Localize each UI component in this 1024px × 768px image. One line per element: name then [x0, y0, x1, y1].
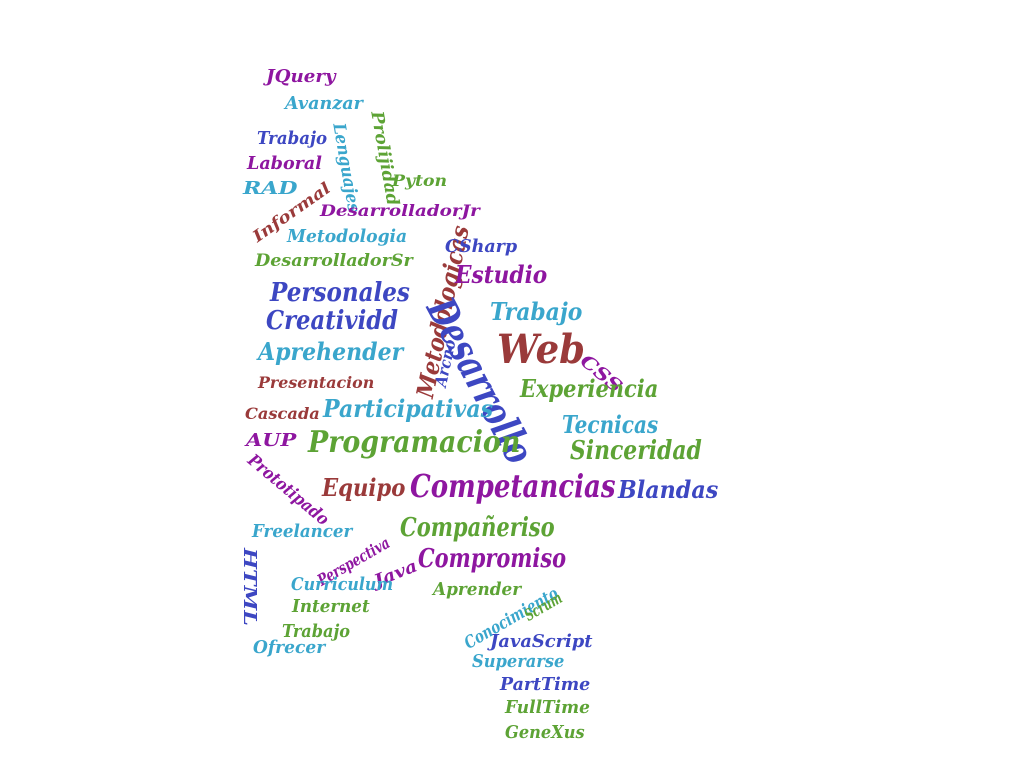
word-creatividd: Creatividd: [266, 306, 398, 336]
word-sinceridad: Sinceridad: [570, 436, 702, 466]
word-trabajo: Trabajo: [282, 621, 351, 642]
word-desarrolladorjr: DesarrolladorJr: [320, 201, 480, 220]
word-csharp: CSharp: [445, 236, 518, 257]
word-laboral: Laboral: [247, 153, 322, 174]
word-internet: Internet: [292, 596, 370, 617]
word-prototipado: Prototipado: [243, 450, 333, 530]
word-metodologia: Metodologia: [287, 226, 408, 247]
word-competancias: Competancias: [410, 467, 616, 505]
word-avanzar: Avanzar: [285, 93, 363, 114]
word-aprender: Aprender: [433, 579, 522, 600]
word-aup: AUP: [246, 430, 297, 451]
word-compromiso: Compromiso: [418, 544, 567, 574]
word-tecnicas: Tecnicas: [562, 410, 659, 439]
word-pyton: Pyton: [392, 171, 448, 190]
word-programacion: Programacion: [308, 425, 521, 460]
word-curriculum: Curriculum: [291, 574, 394, 595]
word-freelancer: Freelancer: [252, 521, 353, 542]
word-blandas: Blandas: [618, 475, 719, 504]
word-genexus: GeneXus: [505, 722, 585, 743]
word-superarse: Superarse: [472, 651, 565, 672]
word-desarrolladorsr: DesarrolladorSr: [255, 251, 413, 271]
word-prolijidad: Prolijidad: [366, 109, 403, 208]
word-html: HTML: [239, 548, 260, 626]
word-parttime: PartTime: [500, 674, 591, 695]
word-aprehender: Aprehender: [258, 337, 404, 366]
word-equipo: Equipo: [322, 473, 406, 502]
word-experiencia: Experiencia: [520, 374, 659, 403]
word-jquery: JQuery: [266, 66, 336, 87]
word-presentacion: Presentacion: [258, 373, 375, 392]
word-personales: Personales: [270, 278, 410, 308]
word-fulltime: FullTime: [505, 697, 590, 718]
word-web: Web: [497, 326, 586, 373]
word-participativas: Participativas: [323, 394, 494, 423]
word-trabajo: Trabajo: [490, 297, 583, 326]
word-scrum: Scrum: [521, 588, 566, 625]
word-lenguajes: Lenguajes: [328, 121, 364, 214]
word-ofrecer: Ofrecer: [253, 637, 326, 658]
word-cascada: Cascada: [245, 404, 320, 423]
word-estudio: Estudio: [455, 260, 548, 289]
word-javascript: JavaScript: [490, 631, 593, 652]
word-trabajo: Trabajo: [257, 128, 327, 149]
word-rad: RAD: [243, 178, 298, 199]
word-companeriso: Compañeriso: [400, 513, 555, 543]
